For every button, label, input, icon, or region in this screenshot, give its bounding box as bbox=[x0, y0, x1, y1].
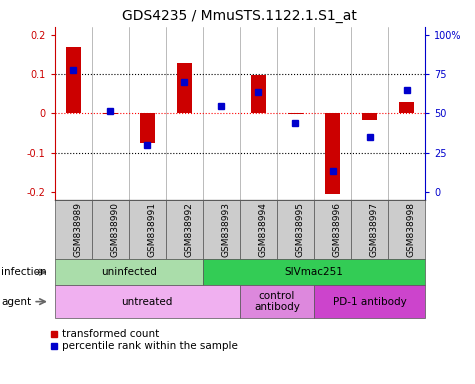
Text: GSM838992: GSM838992 bbox=[184, 202, 193, 257]
Bar bbox=[362, 113, 377, 120]
Bar bbox=[251, 75, 266, 113]
Text: GSM838993: GSM838993 bbox=[221, 202, 230, 257]
Text: untreated: untreated bbox=[122, 296, 173, 307]
Bar bbox=[103, 113, 118, 114]
Bar bbox=[177, 63, 192, 113]
Text: GSM838997: GSM838997 bbox=[370, 202, 379, 257]
Bar bbox=[140, 113, 155, 143]
Text: GSM838994: GSM838994 bbox=[258, 202, 267, 257]
Text: percentile rank within the sample: percentile rank within the sample bbox=[62, 341, 238, 351]
Text: GSM838989: GSM838989 bbox=[73, 202, 82, 257]
Text: transformed count: transformed count bbox=[62, 329, 159, 339]
Text: GSM838995: GSM838995 bbox=[295, 202, 304, 257]
Title: GDS4235 / MmuSTS.1122.1.S1_at: GDS4235 / MmuSTS.1122.1.S1_at bbox=[123, 9, 357, 23]
Text: GSM838996: GSM838996 bbox=[332, 202, 342, 257]
Bar bbox=[399, 102, 414, 113]
Bar bbox=[288, 113, 303, 114]
Text: infection: infection bbox=[1, 267, 47, 277]
Text: agent: agent bbox=[1, 296, 31, 307]
Text: SIVmac251: SIVmac251 bbox=[285, 267, 343, 277]
Text: GSM838998: GSM838998 bbox=[407, 202, 416, 257]
Text: control
antibody: control antibody bbox=[254, 291, 300, 313]
Text: GSM838990: GSM838990 bbox=[110, 202, 119, 257]
Text: GSM838991: GSM838991 bbox=[147, 202, 156, 257]
Text: uninfected: uninfected bbox=[101, 267, 157, 277]
Text: PD-1 antibody: PD-1 antibody bbox=[332, 296, 407, 307]
Bar bbox=[66, 47, 81, 113]
Bar bbox=[325, 113, 340, 194]
